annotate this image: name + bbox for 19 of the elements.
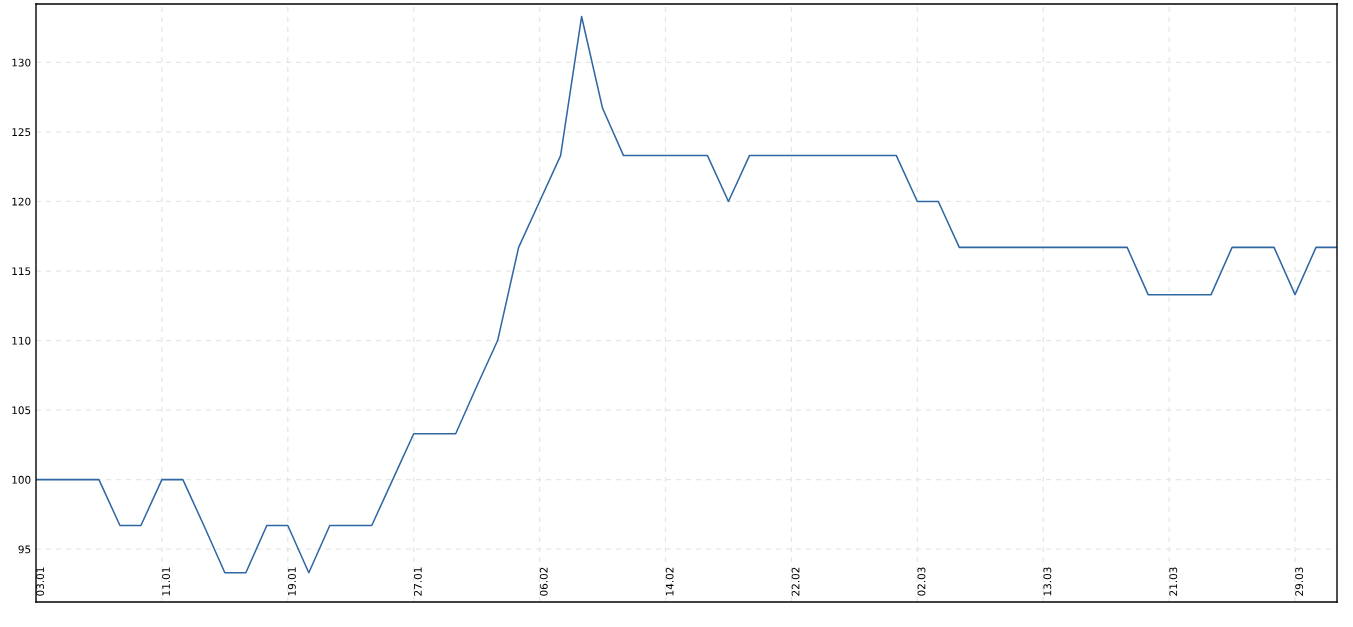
y-tick-label: 130 bbox=[12, 58, 31, 67]
x-tick-label: 22.02 bbox=[791, 567, 800, 596]
x-tick-label: 19.01 bbox=[287, 567, 296, 596]
y-tick-label: 110 bbox=[12, 336, 31, 345]
x-tick-label: 29.03 bbox=[1295, 567, 1304, 596]
y-tick-label: 95 bbox=[18, 545, 31, 554]
y-tick-label: 120 bbox=[12, 197, 31, 206]
x-tick-label: 27.01 bbox=[413, 567, 422, 596]
y-tick-label: 100 bbox=[12, 475, 31, 484]
x-tick-label: 11.01 bbox=[162, 567, 170, 596]
x-tick-label: 21.03 bbox=[1169, 567, 1178, 596]
x-tick-label: 06.02 bbox=[539, 567, 548, 596]
x-tick-label: 13.03 bbox=[1043, 567, 1052, 596]
y-tick-label: 125 bbox=[12, 128, 31, 137]
x-tick-label: 14.02 bbox=[665, 567, 674, 596]
x-tick-label: 03.01 bbox=[36, 567, 45, 596]
x-tick-label: 02.03 bbox=[917, 567, 926, 596]
y-tick-label: 105 bbox=[12, 406, 31, 415]
y-tick-label: 115 bbox=[12, 267, 31, 276]
